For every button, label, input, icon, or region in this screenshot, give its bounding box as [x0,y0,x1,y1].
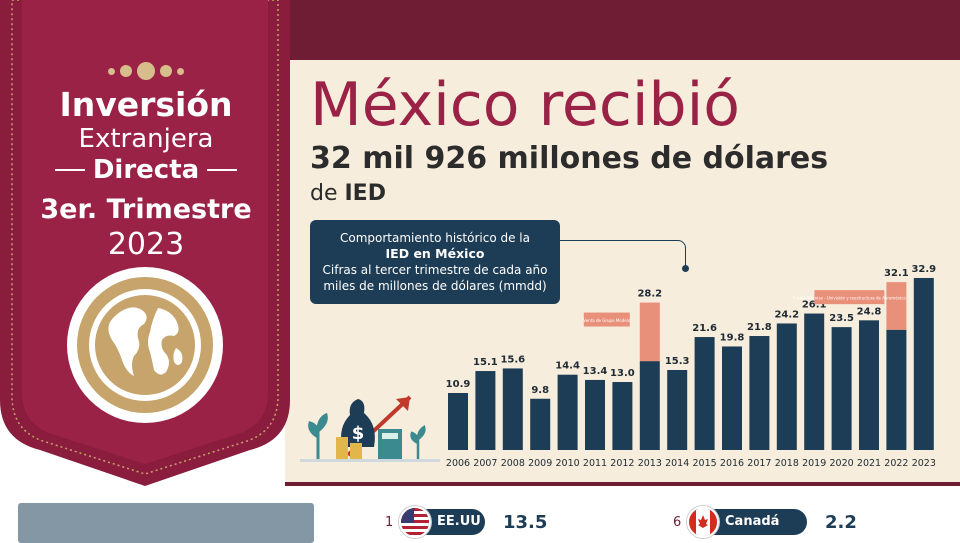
ribbon-line5: 2023 [107,227,185,262]
note-connector-dot [682,265,689,272]
bar-extra-2022 [886,282,907,330]
bar-2023 [913,277,934,450]
usa-flag-icon [399,506,431,538]
money-growth-illustration: $ [300,395,440,462]
bar-2006 [448,393,468,450]
annotation-2022: Fusión Televisa - Univisión y reestructu… [793,296,906,301]
tick-label-2015: 2015 [693,458,717,469]
data-label-2011: 13.4 [583,366,608,377]
tick-label-2023: 2023 [912,458,936,469]
headline: México recibió [310,70,740,140]
rank-number: 1 [385,514,394,530]
ranking-value: 13.5 [503,511,548,533]
data-label-2006: 10.9 [446,379,471,390]
data-label-2016: 19.8 [720,332,745,343]
bar-2016 [722,346,742,450]
bar-2019 [804,313,825,450]
bar-2011 [585,379,605,450]
globe-icon [95,295,195,395]
bar-2012 [612,382,633,450]
tick-label-2009: 2009 [528,458,552,469]
chart-note: Comportamiento histórico de la IED en Mé… [310,220,560,304]
ribbon-title: Inversión Extranjera Directa 3er. Trimes… [22,60,270,262]
annotation-2013: Venta de Grupo Modelo [583,318,631,323]
tick-label-2020: 2020 [830,458,854,469]
bar-2008 [502,368,523,450]
note-line2: IED en México [385,246,485,261]
data-label-2023: 32.9 [911,264,936,275]
data-label-2007: 15.1 [473,357,498,368]
ribbon-line3: Directa [92,155,200,185]
bar-2014 [667,370,688,450]
tick-label-2008: 2008 [501,458,525,469]
data-label-2017: 21.8 [747,322,772,333]
tick-label-2014: 2014 [665,458,689,469]
tick-label-2019: 2019 [802,458,826,469]
data-label-2018: 24.2 [774,309,799,320]
note-connector [560,240,686,266]
tick-label-2012: 2012 [610,458,634,469]
data-label-2022: 32.1 [884,268,909,279]
ranking-value: 2.2 [825,511,857,533]
tick-label-2006: 2006 [446,458,470,469]
data-label-2014: 15.3 [665,356,690,367]
annotation-box-2022 [814,290,885,305]
tick-label-2016: 2016 [720,458,744,469]
data-label-2013: 28.2 [637,289,662,300]
data-label-2015: 21.6 [692,323,717,334]
bar-2021 [859,320,879,450]
ranking-usa: 1 EE.UU 13.5 [385,505,547,539]
bar-2010 [557,374,578,450]
data-label-2020: 23.5 [829,313,854,324]
data-label-2012: 13.0 [610,368,635,379]
rank-number: 6 [673,514,682,530]
note-line4: miles de millones de dólares (mmdd) [323,279,547,293]
subheadline-2-prefix: de [310,181,338,206]
bar-2009 [530,398,551,450]
tick-label-2017: 2017 [747,458,771,469]
subheadline-2-bold: IED [344,181,386,206]
tick-label-2022: 2022 [884,458,908,469]
data-label-2009: 9.8 [531,385,549,396]
annotation-box-2013 [583,312,630,327]
bar-2017 [749,336,770,450]
bar-2015 [694,337,715,450]
bar-2018 [776,323,797,450]
data-label-2010: 14.4 [555,361,580,372]
ribbon-line1: Inversión [59,85,233,124]
bar-2020 [831,327,852,450]
note-line3: Cifras al tercer trimestre de cada año [322,263,548,277]
panel-bottom-rule [285,482,960,486]
tick-label-2018: 2018 [775,458,799,469]
tick-label-2013: 2013 [638,458,662,469]
svg-text:$: $ [352,423,365,444]
tick-label-2011: 2011 [583,458,607,469]
subheadline-2: de IED [310,180,386,208]
bar-2022 [886,329,907,450]
ribbon-line4: 3er. Trimestre [40,194,252,225]
canada-flag-icon [687,506,719,538]
data-label-2019: 26.1 [802,300,827,311]
data-label-2008: 15.6 [500,354,525,365]
bottom-card [18,503,314,543]
bar-2013 [639,361,660,450]
subheadline: 32 mil 926 millones de dólares [310,141,829,176]
bar-extra-2013 [639,302,660,362]
bar-2007 [475,371,496,450]
ranking-canada: 6 Canadá 2.2 [673,505,857,539]
tick-label-2021: 2021 [857,458,881,469]
note-line1: Comportamiento histórico de la [340,231,530,245]
ribbon-dots [22,60,270,82]
data-label-2021: 24.8 [857,306,882,317]
tick-label-2010: 2010 [556,458,580,469]
tick-label-2007: 2007 [473,458,497,469]
ribbon-line2: Extranjera [78,124,214,154]
